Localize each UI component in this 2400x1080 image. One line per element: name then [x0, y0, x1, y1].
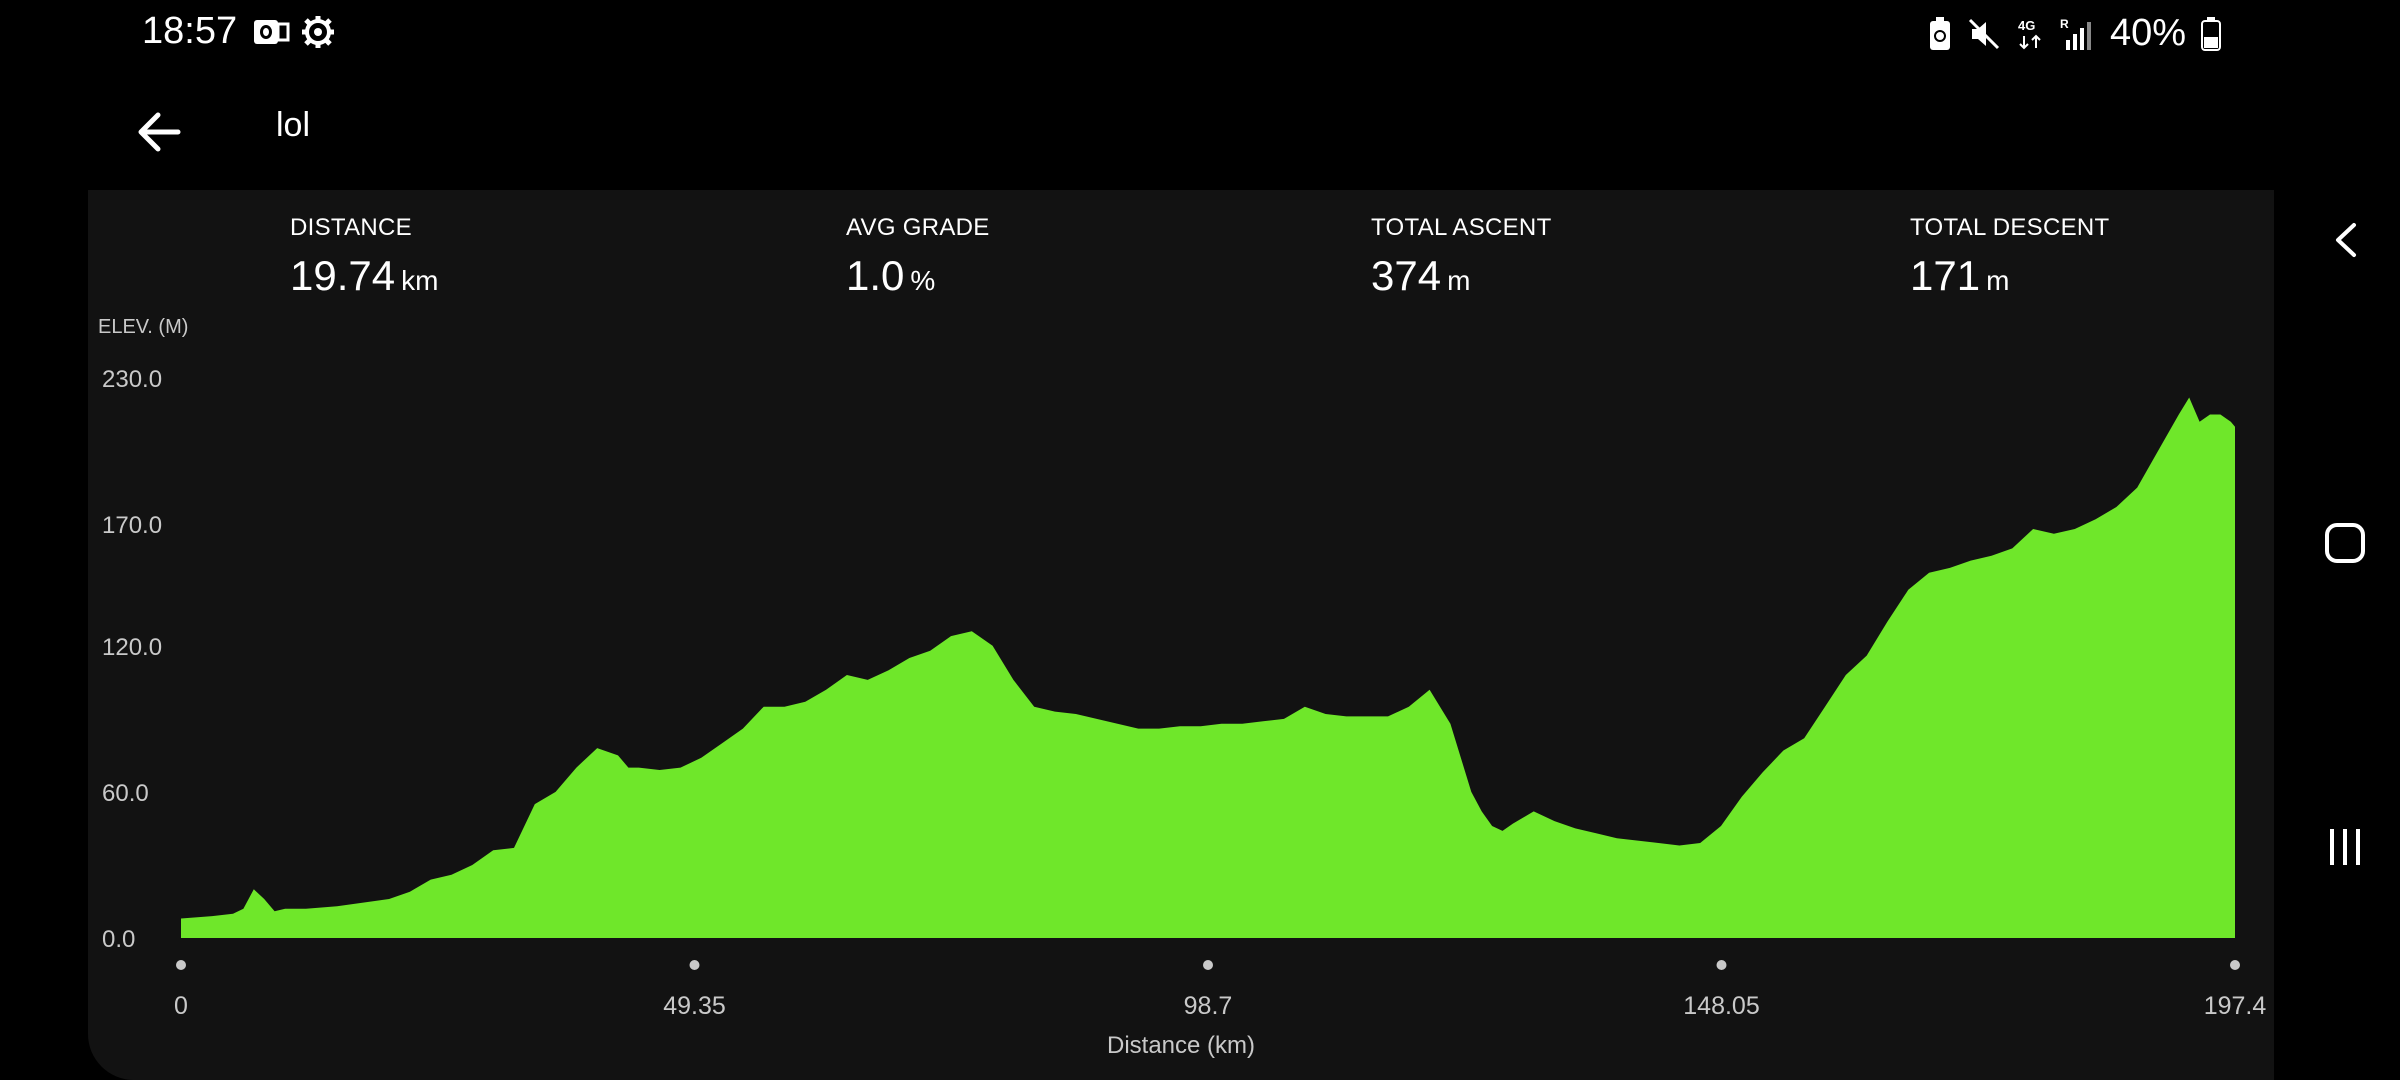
x-tick-dot — [176, 960, 186, 970]
y-tick-label: 230.0 — [102, 366, 162, 393]
y-tick-label: 0.0 — [102, 926, 135, 953]
stat-unit: m — [1447, 265, 1471, 296]
stat-avg-grade: AVG GRADE 1.0% — [846, 214, 990, 300]
x-tick-label: 49.35 — [663, 992, 726, 1020]
signal-icon: R — [2060, 17, 2091, 50]
settings-icon — [302, 16, 334, 48]
stat-label: DISTANCE — [290, 214, 412, 241]
stat-unit: m — [1986, 265, 2010, 296]
stat-unit: % — [910, 265, 936, 296]
status-bar: 18:57 4G — [0, 0, 2400, 64]
elevation-area — [181, 397, 2235, 938]
x-tick-label: 0 — [174, 992, 188, 1020]
x-tick-dot — [689, 960, 700, 970]
y-tick-label: 60.0 — [102, 780, 149, 807]
x-tick-dot — [1716, 960, 1727, 970]
x-tick-label: 148.05 — [1683, 992, 1759, 1020]
4g-signal-icon: 4G — [2018, 18, 2041, 49]
nav-back-button[interactable] — [2310, 205, 2380, 275]
nav-recents-button[interactable] — [2310, 812, 2380, 882]
outlook-icon — [254, 20, 290, 44]
elevation-chart[interactable]: ELEV. (M) 230.0 170.0 120.0 60.0 0.0 0 49.35 9… — [88, 190, 2274, 1080]
stat-value: 374 — [1371, 252, 1442, 299]
chevron-left-icon — [2336, 223, 2356, 257]
stat-label: TOTAL ASCENT — [1371, 214, 1552, 241]
stat-distance: DISTANCE 19.74 km — [290, 214, 438, 300]
stat-total-descent: TOTAL DESCENT 171 m — [1910, 214, 2110, 300]
y-axis-label: ELEV. (M) — [98, 316, 188, 338]
svg-text:R: R — [2060, 17, 2069, 31]
stat-value: 1.0 — [846, 252, 905, 299]
x-tick-label: 197.4 — [2204, 992, 2267, 1020]
x-ticks: 0 49.35 98.7 148.05 197.4 — [174, 960, 2266, 1020]
battery-saver-icon — [1929, 16, 1950, 50]
back-button[interactable] — [130, 102, 190, 162]
battery-icon — [2201, 16, 2221, 51]
stat-label: TOTAL DESCENT — [1910, 214, 2110, 241]
status-time: 18:57 — [142, 10, 238, 52]
stat-value: 19.74 — [290, 252, 396, 299]
x-tick-label: 98.7 — [1184, 992, 1233, 1020]
app-bar: lol — [0, 84, 2400, 174]
stat-value: 171 — [1910, 252, 1981, 299]
stat-label: AVG GRADE — [846, 214, 990, 241]
recents-icon — [2330, 829, 2360, 865]
home-icon — [2325, 523, 2365, 563]
x-tick-dot — [1203, 960, 1213, 970]
x-axis-label: Distance (km) — [1107, 1032, 1255, 1059]
y-tick-label: 120.0 — [102, 634, 162, 661]
y-ticks: 230.0 170.0 120.0 60.0 0.0 — [102, 366, 162, 953]
arrow-back-icon — [138, 112, 181, 152]
battery-percent: 40% — [2109, 12, 2186, 54]
status-left-icons — [252, 14, 336, 50]
svg-text:4G: 4G — [2018, 18, 2035, 33]
page-title: lol — [276, 106, 311, 144]
navigation-bar — [2290, 0, 2400, 1080]
nav-home-button[interactable] — [2310, 508, 2380, 578]
mute-icon — [1968, 18, 1999, 49]
x-tick-dot — [2230, 960, 2240, 970]
y-tick-label: 170.0 — [102, 512, 162, 539]
stat-unit: km — [401, 265, 439, 296]
status-right-icons: 4G R 40% — [1928, 12, 2222, 55]
elevation-card: DISTANCE 19.74 km AVG GRADE 1.0% TOTAL AS… — [88, 190, 2274, 1080]
stat-total-ascent: TOTAL ASCENT 374 m — [1371, 214, 1552, 300]
